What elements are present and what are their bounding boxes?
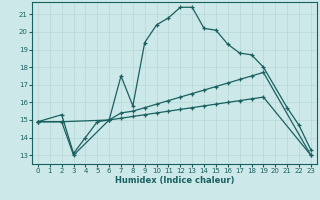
- X-axis label: Humidex (Indice chaleur): Humidex (Indice chaleur): [115, 176, 234, 185]
